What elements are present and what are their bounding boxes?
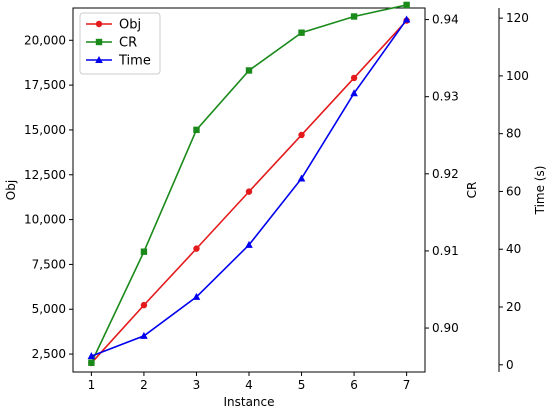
right-y-axis: 0.90 0.91 0.92 0.93 0.94	[425, 13, 459, 335]
left-tick-label: 20,000	[24, 33, 66, 47]
data-point-cr	[350, 13, 358, 20]
data-point-cr	[140, 248, 148, 255]
legend-marker-time	[95, 56, 103, 63]
x-axis: 1 2 3 4 5 6 7	[88, 372, 411, 392]
far-right-y-axis: 0 20 40 60 80 100 120	[499, 11, 529, 372]
x-tick-label: 4	[245, 378, 253, 392]
left-tick-label: 12,500	[24, 168, 66, 182]
data-point-time	[245, 240, 253, 248]
left-axis-title: Obj	[4, 180, 18, 200]
x-tick-label: 5	[298, 378, 306, 392]
data-point-obj	[245, 188, 253, 195]
far-right-tick-label: 100	[506, 69, 529, 83]
data-point-time	[140, 331, 148, 339]
far-right-tick-label: 120	[506, 11, 529, 25]
x-tick-label: 3	[193, 378, 201, 392]
far-right-tick-label: 60	[506, 184, 521, 198]
legend-label-cr: CR	[119, 36, 137, 51]
left-tick-label: 7,500	[32, 257, 66, 271]
left-tick-label: 5,000	[32, 302, 66, 316]
right-axis-title: CR	[465, 182, 479, 199]
data-point-obj	[193, 245, 200, 252]
far-right-axis-title: Time (s)	[533, 166, 547, 216]
legend: Obj CR Time	[79, 12, 161, 75]
far-right-tick-label: 20	[506, 300, 521, 314]
left-tick-label: 10,000	[24, 213, 66, 227]
far-right-tick-label: 0	[506, 358, 514, 372]
data-point-time	[297, 174, 306, 182]
x-axis-title: Instance	[223, 395, 274, 409]
data-point-time	[87, 352, 96, 360]
data-point-obj	[140, 301, 148, 309]
data-point-cr	[298, 29, 305, 36]
right-tick-label: 0.91	[432, 244, 459, 258]
left-tick-label: 2,500	[32, 347, 66, 361]
right-tick-label: 0.94	[432, 13, 459, 27]
far-right-tick-label: 40	[506, 242, 521, 256]
right-tick-label: 0.93	[432, 90, 459, 104]
x-tick-label: 7	[403, 378, 411, 392]
series-time	[87, 15, 411, 360]
x-tick-label: 6	[350, 378, 358, 392]
legend-label-obj: Obj	[119, 18, 141, 33]
x-tick-label: 1	[88, 378, 96, 392]
data-point-time	[350, 89, 358, 97]
data-point-obj	[298, 131, 305, 139]
left-tick-label: 15,000	[24, 123, 66, 137]
left-tick-label: 17,500	[24, 78, 66, 92]
legend-label-time: Time	[118, 54, 151, 69]
x-tick-label: 2	[140, 378, 148, 392]
series-cr	[88, 1, 410, 366]
legend-marker-cr	[95, 38, 103, 46]
data-point-cr	[88, 359, 95, 366]
data-point-cr	[193, 126, 200, 134]
left-y-axis: 2,500 5,000 7,500 10,000 12,500 15,000 17,500 2…	[24, 33, 73, 361]
data-point-time	[402, 15, 411, 23]
data-point-obj	[350, 74, 358, 82]
series-layer	[87, 1, 411, 367]
data-point-cr	[403, 1, 410, 9]
legend-marker-obj	[95, 20, 103, 28]
far-right-tick-label: 80	[506, 127, 521, 141]
right-tick-label: 0.92	[432, 167, 459, 181]
data-point-cr	[245, 67, 253, 74]
data-point-time	[192, 292, 201, 300]
right-tick-label: 0.90	[432, 321, 459, 335]
